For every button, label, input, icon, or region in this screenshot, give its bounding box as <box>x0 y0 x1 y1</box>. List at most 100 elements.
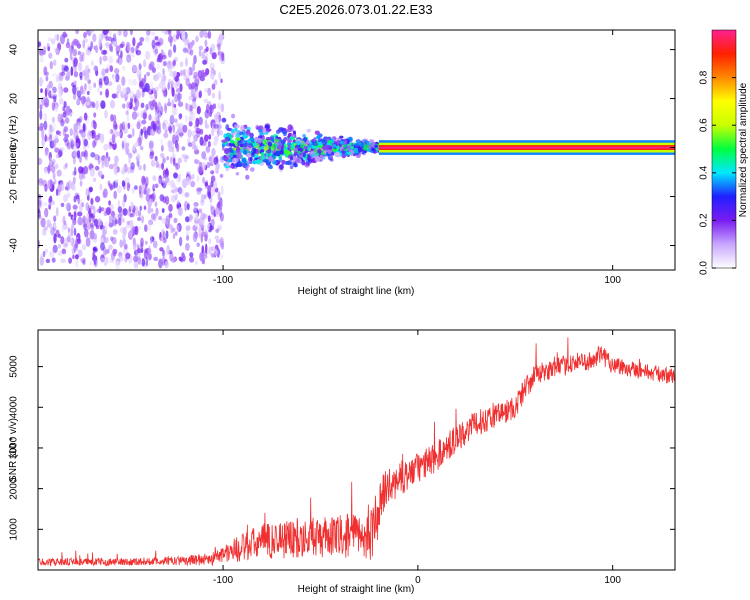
heatmap-cell <box>109 129 114 135</box>
heatmap-cell <box>218 90 221 98</box>
heatmap-cell <box>173 186 178 194</box>
heatmap-cell <box>207 30 212 39</box>
heatmap-cell <box>218 199 223 210</box>
heatmap-cell <box>291 133 296 138</box>
heatmap-cell <box>314 130 320 135</box>
heatmap-cell <box>108 222 114 228</box>
heatmap-cell <box>88 213 93 218</box>
heatmap-cell <box>44 102 49 108</box>
heatmap-cell <box>83 138 89 147</box>
heatmap-cell <box>77 50 81 56</box>
heatmap-cell <box>119 239 123 248</box>
heatmap-cell <box>167 49 172 58</box>
heatmap-cell <box>250 152 255 158</box>
heatmap-cell <box>221 139 228 143</box>
heatmap-cell <box>39 256 44 266</box>
heatmap-cell <box>127 101 131 108</box>
heatmap-cell <box>181 187 185 198</box>
heatmap-cell <box>167 78 172 84</box>
heatmap-cell <box>131 187 135 194</box>
heatmap-cell <box>53 96 57 103</box>
heatmap-cell <box>64 117 70 124</box>
heatmap-cell <box>196 130 201 138</box>
heatmap-cell <box>203 213 208 219</box>
heatmap-cell <box>152 213 157 222</box>
heatmap-cell <box>165 248 170 256</box>
heatmap-cell <box>55 130 60 135</box>
heatmap-cell <box>38 98 41 107</box>
heatmap-cell <box>312 141 318 147</box>
heatmap-cell <box>205 145 211 153</box>
heatmap-cell <box>62 222 68 230</box>
heatmap-cell <box>154 76 160 81</box>
heatmap-cell <box>78 166 84 174</box>
heatmap-cell <box>292 156 297 161</box>
heatmap-cell <box>79 85 84 95</box>
heatmap-cell <box>188 120 193 127</box>
heatmap-cell <box>186 234 190 241</box>
heatmap-cell <box>55 154 60 159</box>
heatmap-cell <box>243 142 248 148</box>
heatmap-cell <box>168 125 173 134</box>
heatmap-cell <box>54 104 59 112</box>
heatmap-cell <box>44 96 49 106</box>
heatmap-cell <box>109 99 116 109</box>
heatmap-cell <box>154 114 158 122</box>
heatmap-cell <box>83 223 88 231</box>
heatmap-cell <box>148 114 152 121</box>
heatmap-cell <box>76 98 80 105</box>
heatmap-cell <box>140 145 144 151</box>
heatmap-cell <box>122 238 126 248</box>
heatmap-cell <box>211 83 216 90</box>
heatmap-cell <box>228 164 234 169</box>
colorbar-tick-label: 0.6 <box>699 118 710 132</box>
heatmap-cell <box>343 148 349 152</box>
heatmap-cell <box>235 137 241 141</box>
spectrogram-heatmap <box>38 30 675 270</box>
heatmap-cell <box>51 116 55 124</box>
heatmap-cell <box>94 218 99 227</box>
heatmap-cell <box>161 75 167 82</box>
heatmap-cell <box>42 250 46 258</box>
heatmap-cell <box>186 176 190 186</box>
heatmap-cell <box>64 57 69 63</box>
heatmap-cell <box>192 61 196 72</box>
heatmap-cell <box>265 128 272 132</box>
heatmap-cell <box>84 83 87 91</box>
heatmap-cell <box>198 233 202 238</box>
heatmap-cell <box>210 218 215 227</box>
heatmap-cell <box>221 52 225 62</box>
heatmap-cell <box>157 165 161 171</box>
heatmap-cell <box>126 114 130 122</box>
heatmap-cell <box>211 148 216 157</box>
heatmap-cell <box>152 184 156 192</box>
heatmap-cell <box>245 152 251 157</box>
heatmap-cell <box>79 54 84 63</box>
heatmap-cell <box>164 261 169 269</box>
heatmap-cell <box>77 216 83 226</box>
heatmap-cell <box>209 225 215 231</box>
heatmap-cell <box>139 37 145 42</box>
heatmap-cell <box>122 232 126 240</box>
heatmap-cell <box>204 181 208 187</box>
heatmap-cell <box>279 164 284 170</box>
heatmap-cell <box>190 174 195 180</box>
heatmap-cell <box>91 129 96 139</box>
heatmap-cell <box>311 145 318 150</box>
heatmap-cell <box>134 98 140 108</box>
heatmap-cell <box>114 219 119 225</box>
heatmap-cell <box>185 242 190 251</box>
heatmap-cell <box>309 150 315 155</box>
heatmap-cell <box>138 165 143 171</box>
heatmap-cell <box>73 38 79 44</box>
heatmap-cell <box>51 257 56 263</box>
heatmap-cell <box>72 93 77 100</box>
heatmap-cell <box>175 193 178 201</box>
heatmap-cell <box>179 61 184 68</box>
heatmap-cell <box>170 156 173 164</box>
heatmap-cell <box>163 180 168 186</box>
heatmap-cell <box>213 79 218 86</box>
heatmap-cell <box>129 90 134 99</box>
heatmap-cell <box>124 87 128 93</box>
heatmap-cell <box>258 129 263 133</box>
